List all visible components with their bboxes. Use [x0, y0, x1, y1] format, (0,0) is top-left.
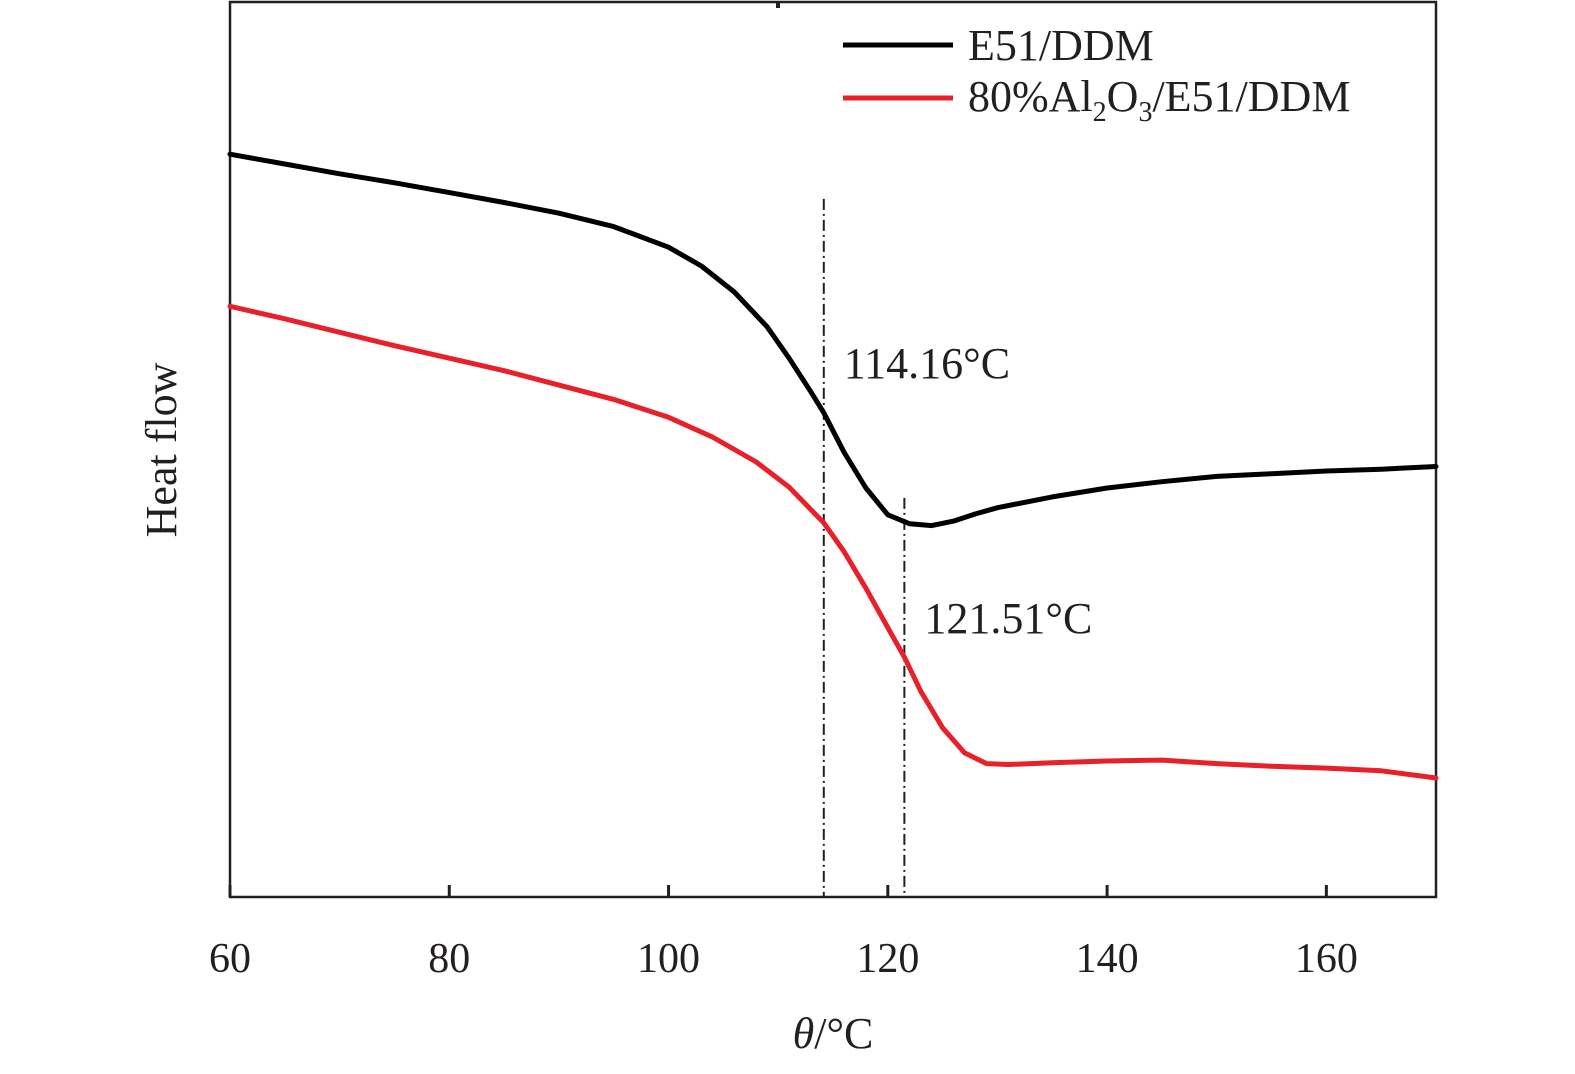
x-axis-title: θ/°C	[793, 1009, 874, 1058]
legend-label-part-1: 80%Al	[968, 72, 1093, 121]
plot-frame	[228, 0, 1438, 899]
x-axis-ticks	[228, 885, 1328, 897]
x-tick-label-140: 140	[1076, 936, 1139, 982]
x-tick-label-100: 100	[637, 936, 700, 982]
x-axis-title-symbol: θ	[793, 1009, 815, 1058]
legend-label-part-rest: /E51/DDM	[1152, 72, 1350, 121]
x-tick-label-60: 60	[209, 936, 251, 982]
legend: E51/DDM 80%Al2O3/E51/DDM	[843, 21, 1350, 128]
tg-label-2: 121.51°C	[924, 594, 1092, 643]
x-tick-label-120: 120	[856, 936, 919, 982]
glass-transition-markers	[822, 198, 906, 897]
tg-label-1: 114.16°C	[844, 339, 1010, 388]
glass-transition-labels: 114.16°C 121.51°C	[844, 339, 1093, 643]
x-tick-label-160: 160	[1295, 936, 1358, 982]
series-line-2	[227, 303, 1439, 781]
x-axis-tick-labels: 60 80 100 120 140 160	[209, 936, 1358, 982]
legend-label-al2o3-e51-ddm: 80%Al2O3/E51/DDM	[968, 72, 1350, 128]
legend-label-part-o: O	[1107, 72, 1139, 121]
series-lines	[227, 151, 1439, 781]
series-line-1	[227, 151, 1439, 529]
y-axis-title: Heat flow	[137, 362, 186, 537]
legend-label-e51-ddm: E51/DDM	[968, 21, 1154, 70]
legend-label-sub-3: 3	[1138, 97, 1152, 128]
x-tick-label-80: 80	[428, 936, 470, 982]
x-axis-title-unit: /°C	[814, 1009, 873, 1058]
legend-label-sub-2: 2	[1093, 97, 1107, 128]
